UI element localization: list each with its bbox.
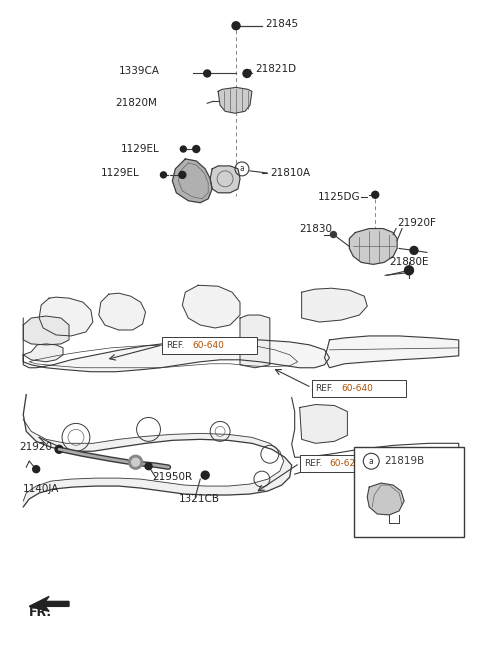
Circle shape — [201, 471, 209, 479]
Text: 60-640: 60-640 — [341, 383, 373, 393]
Text: 21821D: 21821D — [255, 64, 296, 74]
Circle shape — [145, 463, 152, 469]
Circle shape — [410, 247, 418, 255]
Polygon shape — [218, 87, 252, 113]
Bar — [300, 455, 399, 472]
Text: 1140JA: 1140JA — [23, 484, 60, 494]
Text: 21819B: 21819B — [384, 456, 424, 466]
Circle shape — [372, 191, 379, 199]
Circle shape — [160, 172, 167, 178]
Polygon shape — [23, 316, 69, 345]
Text: 21830: 21830 — [300, 223, 333, 234]
Polygon shape — [23, 340, 329, 372]
Text: 1125DG: 1125DG — [318, 192, 360, 202]
Text: FR.: FR. — [29, 606, 52, 619]
Circle shape — [193, 146, 200, 152]
Polygon shape — [182, 285, 240, 328]
Polygon shape — [172, 159, 212, 202]
Polygon shape — [324, 336, 459, 368]
Text: 21820M: 21820M — [116, 98, 157, 108]
Text: 21845: 21845 — [265, 19, 298, 29]
Text: 21950R: 21950R — [153, 472, 192, 482]
Polygon shape — [367, 483, 404, 515]
Bar — [354, 447, 464, 537]
Circle shape — [330, 232, 336, 238]
Polygon shape — [39, 297, 93, 336]
Text: 1339CA: 1339CA — [119, 66, 160, 76]
Text: a: a — [369, 457, 373, 465]
Polygon shape — [300, 404, 348, 443]
Bar — [162, 337, 257, 354]
Polygon shape — [23, 395, 292, 507]
Circle shape — [132, 458, 140, 466]
Polygon shape — [349, 229, 397, 264]
Text: a: a — [240, 165, 244, 173]
Polygon shape — [99, 293, 145, 330]
Circle shape — [179, 171, 186, 178]
Text: 21810A: 21810A — [270, 168, 310, 178]
Circle shape — [204, 70, 211, 77]
Text: 21920F: 21920F — [397, 217, 436, 228]
Circle shape — [405, 266, 413, 275]
Text: 1321CB: 1321CB — [179, 494, 219, 504]
Circle shape — [232, 21, 240, 30]
Circle shape — [129, 455, 143, 469]
Circle shape — [180, 146, 186, 152]
Text: REF.: REF. — [315, 383, 334, 393]
Polygon shape — [29, 596, 69, 611]
Text: 60-640: 60-640 — [192, 341, 224, 350]
Polygon shape — [240, 315, 270, 368]
Text: 21920: 21920 — [19, 442, 52, 452]
Polygon shape — [210, 166, 240, 193]
Text: 60-624: 60-624 — [329, 459, 361, 468]
Text: REF.: REF. — [304, 459, 322, 468]
Text: 21880E: 21880E — [389, 257, 429, 268]
Bar — [312, 380, 406, 396]
Circle shape — [33, 465, 40, 473]
Text: 1129EL: 1129EL — [120, 144, 159, 154]
Text: REF.: REF. — [167, 341, 185, 350]
Circle shape — [55, 445, 63, 453]
Text: 1129EL: 1129EL — [101, 168, 140, 178]
Polygon shape — [301, 288, 367, 322]
Circle shape — [243, 70, 251, 77]
Polygon shape — [23, 318, 63, 362]
